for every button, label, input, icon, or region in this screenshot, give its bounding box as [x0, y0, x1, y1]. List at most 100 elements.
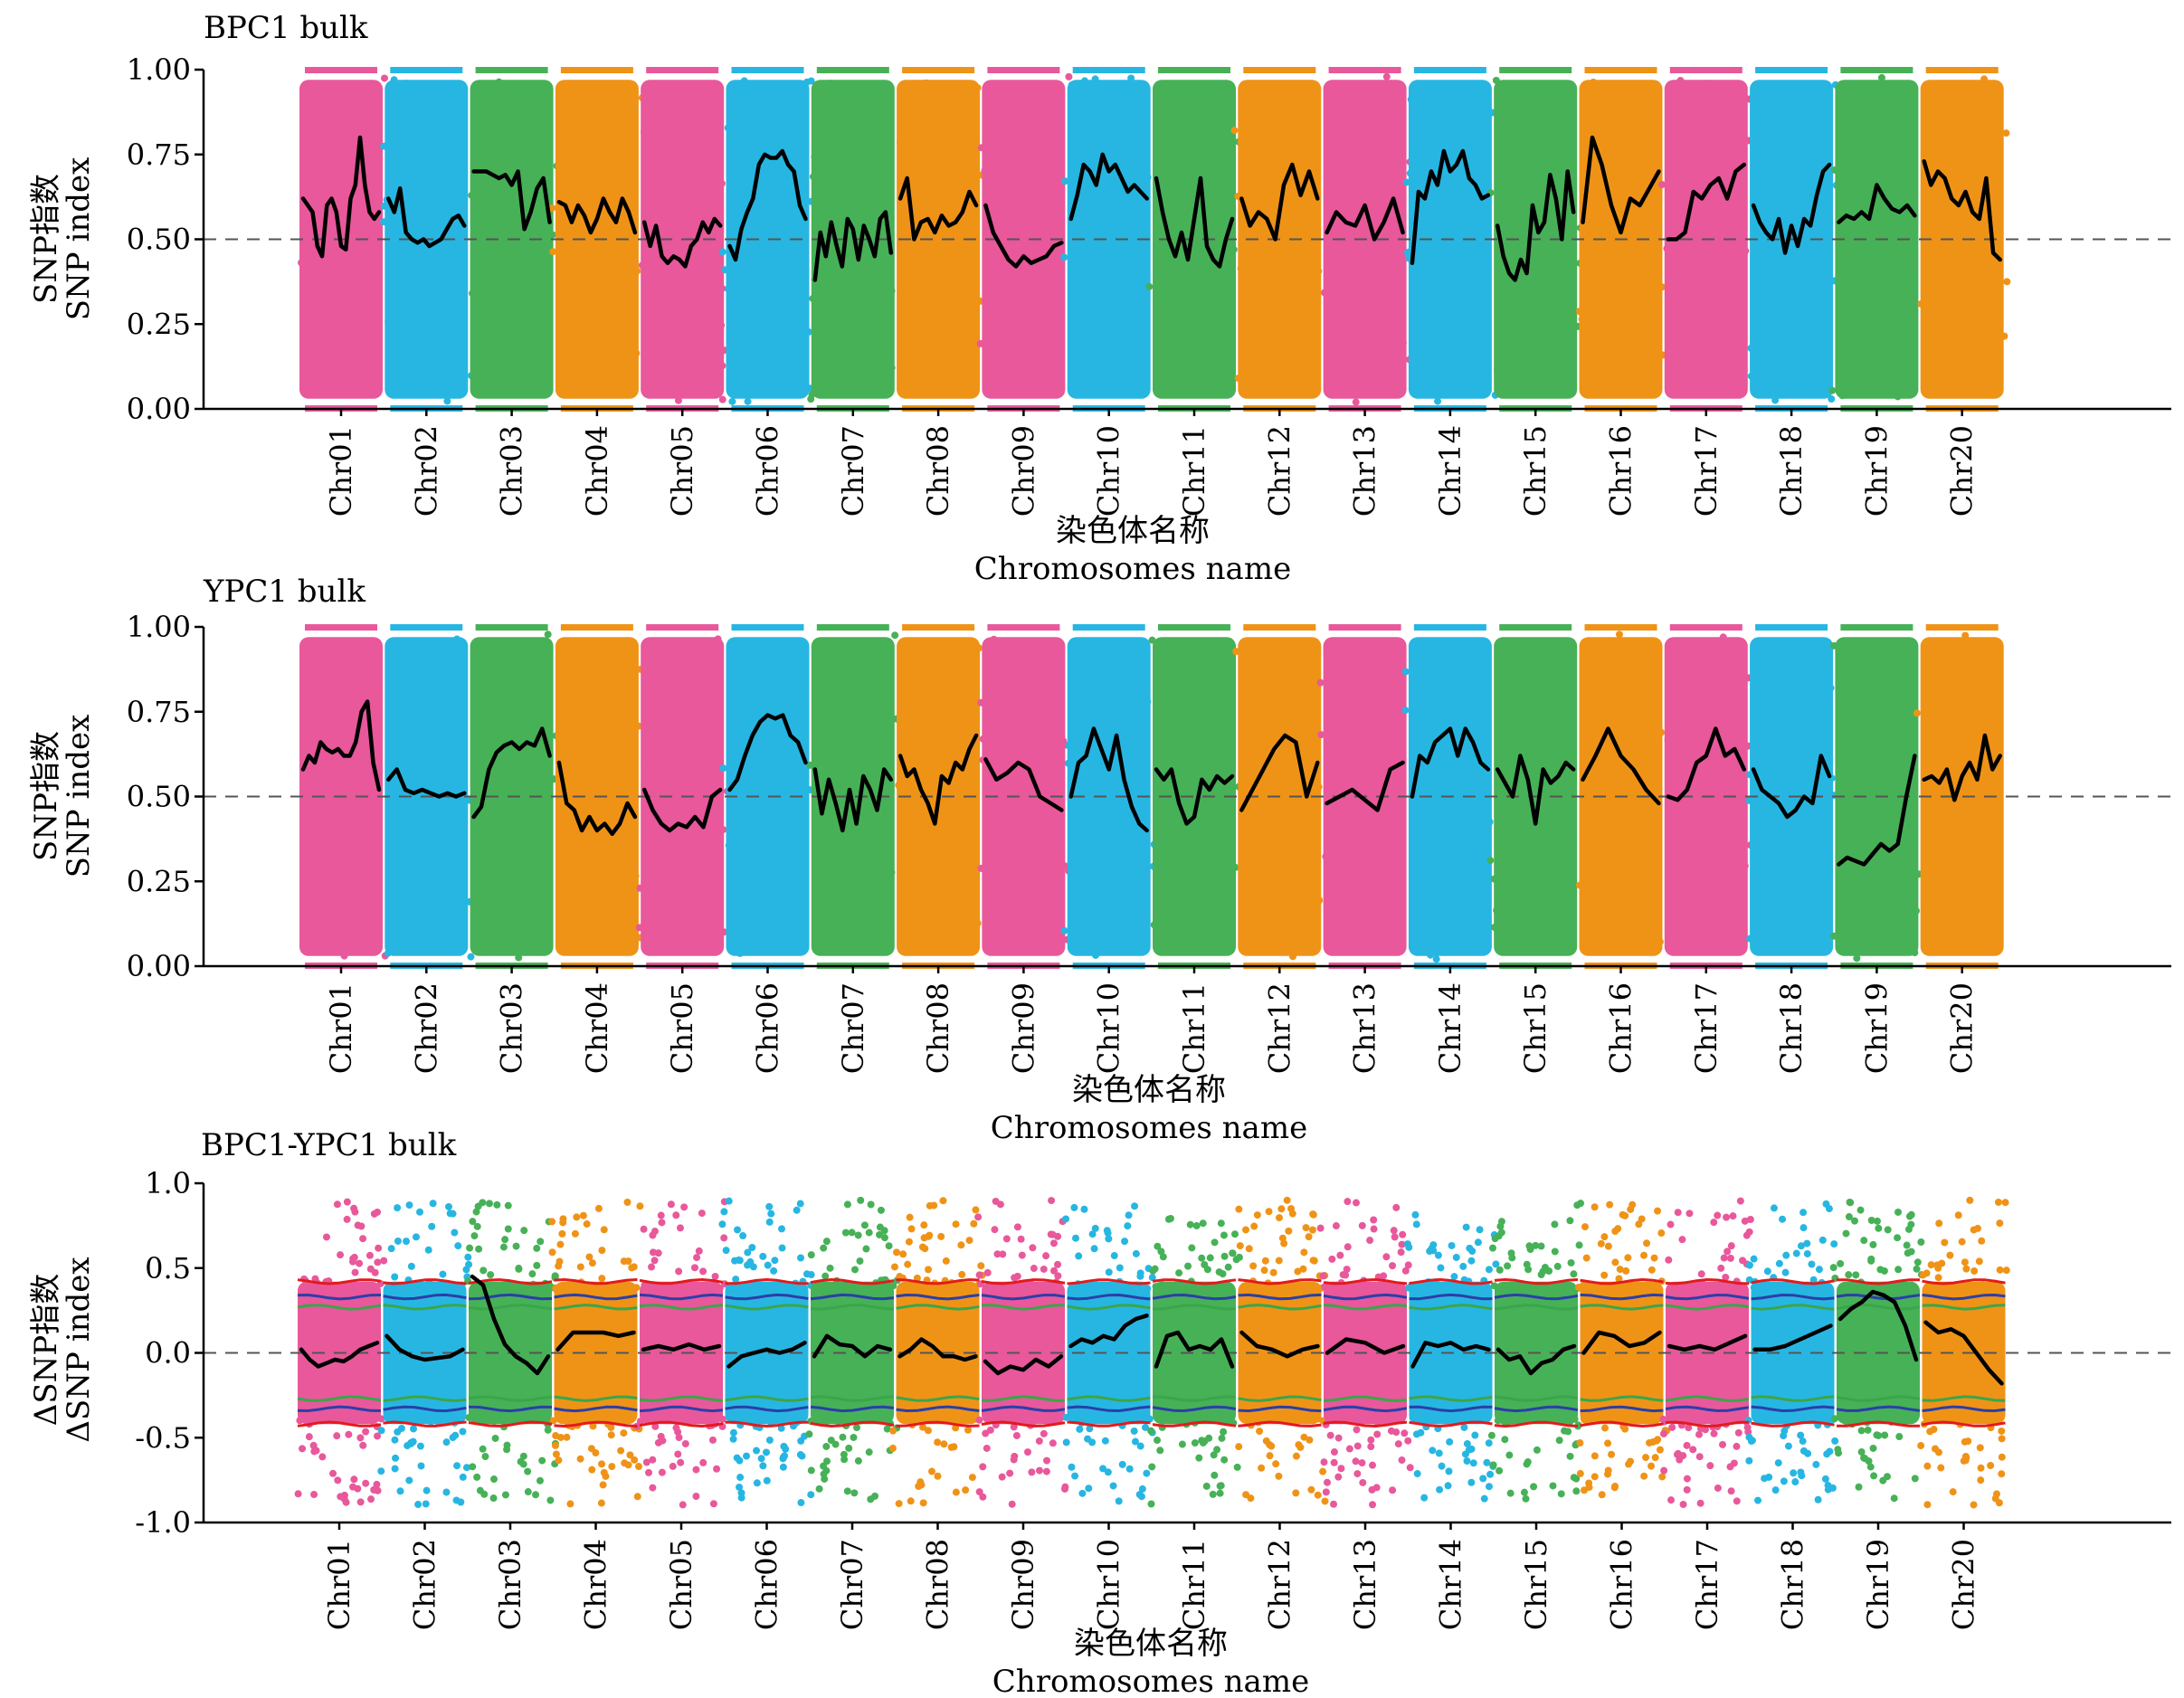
chromosome-band-chr10: [1062, 1202, 1156, 1505]
threshold-line: [554, 1405, 638, 1413]
snp-point: [902, 827, 910, 835]
snp-point: [1723, 1213, 1731, 1221]
snp-point: [1185, 874, 1193, 882]
snp-point: [890, 1263, 898, 1271]
snp-point: [355, 744, 363, 752]
threshold-line: [1152, 1405, 1237, 1412]
x-tick-label: Chr15: [1518, 982, 1553, 1074]
chromosome-band-chr11: [1147, 1214, 1243, 1508]
snp-point: [1641, 139, 1649, 147]
snp-point: [1435, 1449, 1443, 1457]
snp-point: [1622, 318, 1630, 327]
snp-point: [765, 1436, 774, 1444]
snp-point: [1235, 1205, 1243, 1213]
snp-point: [563, 120, 571, 128]
snp-point: [1195, 1454, 1203, 1462]
snp-point: [973, 84, 982, 92]
snp-point: [1296, 656, 1304, 664]
snp-point: [644, 1468, 652, 1476]
threshold-line: [1323, 1278, 1408, 1285]
snp-point: [724, 124, 732, 132]
snp-point: [424, 1246, 432, 1254]
snp-point: [380, 142, 388, 150]
snp-point: [1581, 1416, 1589, 1424]
snp-point: [1078, 764, 1087, 773]
snp-point: [380, 1257, 388, 1265]
snp-point: [644, 314, 652, 322]
trend-line-chr01: [299, 1341, 380, 1369]
snp-point: [1912, 906, 1920, 915]
snp-point: [1046, 327, 1054, 335]
x-tick-label: Chr10: [1092, 982, 1126, 1074]
threshold-line: [1751, 1304, 1835, 1311]
snp-point: [1010, 1456, 1018, 1464]
snp-point: [1937, 674, 1945, 682]
snp-point: [620, 1429, 628, 1437]
snp-point: [736, 1474, 745, 1482]
snp-point: [459, 1473, 467, 1481]
snp-point: [426, 388, 434, 396]
snp-point: [476, 91, 484, 100]
snp-point: [1417, 1428, 1425, 1437]
snp-point: [1497, 1218, 1505, 1226]
snp-point: [1297, 1284, 1306, 1292]
snp-point: [1817, 809, 1825, 817]
snp-point: [1741, 1217, 1749, 1225]
snp-point: [345, 1430, 353, 1438]
snp-point: [1486, 818, 1494, 826]
snp-point: [1480, 1284, 1488, 1292]
snp-point: [1084, 1435, 1092, 1443]
snp-points-top: [305, 624, 377, 631]
snp-point: [1460, 1423, 1468, 1431]
snp-points-top: [560, 67, 633, 73]
snp-points-top: [1413, 624, 1486, 631]
snp-point: [1084, 149, 1092, 157]
snp-point: [607, 806, 615, 814]
snp-point: [888, 364, 896, 372]
threshold-line: [639, 1293, 724, 1301]
snp-point: [1258, 647, 1267, 655]
snp-point: [488, 731, 496, 739]
snp-point: [1189, 785, 1197, 793]
snp-point: [633, 267, 641, 275]
threshold-line: [554, 1293, 638, 1301]
snp-points-top: [1243, 624, 1316, 631]
threshold-line: [896, 1294, 980, 1301]
snp-point: [462, 1266, 470, 1274]
snp-point: [1866, 755, 1874, 764]
snp-point: [711, 1272, 719, 1280]
snp-point: [773, 85, 781, 93]
snp-point: [337, 1251, 345, 1259]
snp-point: [1292, 1452, 1300, 1460]
snp-point: [393, 804, 401, 812]
snp-point: [1149, 1266, 1157, 1275]
snp-point: [1211, 1471, 1219, 1479]
snp-point: [584, 379, 592, 387]
snp-point: [998, 1473, 1006, 1481]
snp-point: [1104, 1468, 1112, 1476]
snp-point: [1624, 661, 1632, 669]
snp-point: [1829, 1264, 1837, 1272]
snp-point: [1256, 1428, 1264, 1436]
snp-point: [1989, 785, 1998, 793]
snp-point: [905, 1414, 913, 1422]
snp-point: [957, 716, 965, 724]
snp-point: [1934, 1274, 1942, 1282]
snp-point: [470, 1232, 479, 1240]
snp-point: [1923, 375, 1932, 384]
snp-point: [982, 322, 990, 330]
snp-point: [1032, 265, 1040, 273]
snp-point: [1758, 302, 1766, 310]
snp-point: [661, 128, 669, 136]
snp-point: [1699, 1280, 1707, 1288]
snp-point: [1403, 249, 1411, 257]
snp-point: [1608, 144, 1616, 152]
snp-point: [967, 1413, 975, 1421]
snp-point: [588, 1466, 596, 1474]
snp-point: [1637, 735, 1645, 744]
snp-point: [1032, 1285, 1040, 1293]
snp-point: [1714, 1211, 1722, 1219]
snp-point: [949, 181, 957, 189]
trend-line-chr20: [1922, 159, 2002, 262]
snp-point: [695, 1247, 703, 1255]
